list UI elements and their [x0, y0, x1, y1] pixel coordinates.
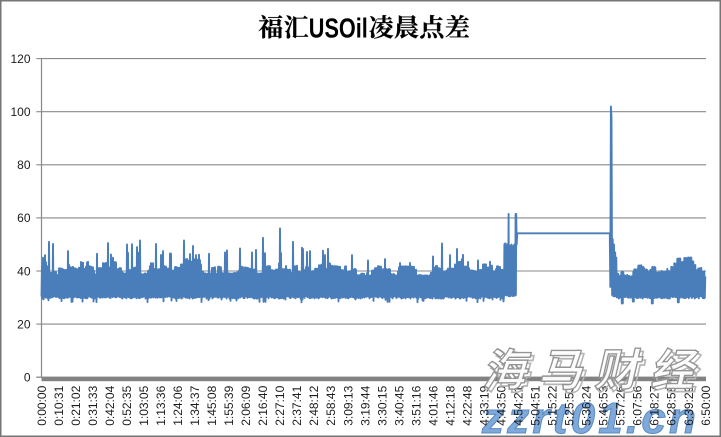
svg-text:6:18:27: 6:18:27: [648, 385, 662, 425]
svg-text:6:39:29: 6:39:29: [682, 385, 696, 425]
svg-text:2:37:41: 2:37:41: [290, 385, 304, 425]
svg-text:1:13:36: 1:13:36: [154, 385, 168, 425]
svg-text:3:51:16: 3:51:16: [409, 385, 423, 425]
svg-text:2:27:10: 2:27:10: [273, 385, 287, 425]
svg-text:5:15:22: 5:15:22: [546, 385, 560, 425]
svg-text:40: 40: [17, 264, 31, 278]
svg-text:3:40:45: 3:40:45: [392, 385, 406, 425]
svg-text:120: 120: [10, 52, 30, 66]
svg-text:3:19:44: 3:19:44: [358, 385, 372, 425]
svg-text:2:48:12: 2:48:12: [307, 385, 321, 425]
svg-text:2:06:09: 2:06:09: [239, 385, 253, 425]
svg-text:0: 0: [24, 371, 31, 385]
svg-text:5:04:51: 5:04:51: [529, 385, 543, 425]
svg-text:0:42:04: 0:42:04: [103, 385, 117, 425]
svg-text:0:21:02: 0:21:02: [69, 385, 83, 425]
svg-text:80: 80: [17, 158, 31, 172]
svg-text:0:31:33: 0:31:33: [86, 385, 100, 425]
svg-text:6:50:00: 6:50:00: [699, 385, 713, 425]
svg-text:0:10:31: 0:10:31: [52, 385, 66, 425]
svg-text:5:57:26: 5:57:26: [614, 385, 628, 425]
svg-text:3:30:15: 3:30:15: [375, 385, 389, 425]
svg-text:6:28:58: 6:28:58: [665, 385, 679, 425]
svg-text:1:24:06: 1:24:06: [171, 385, 185, 425]
svg-text:0:52:35: 0:52:35: [120, 385, 134, 425]
svg-text:100: 100: [10, 105, 30, 119]
svg-text:1:45:08: 1:45:08: [205, 385, 219, 425]
svg-text:1:55:39: 1:55:39: [222, 385, 236, 425]
svg-text:4:01:46: 4:01:46: [426, 385, 440, 425]
svg-text:60: 60: [17, 211, 31, 225]
svg-text:2:58:43: 2:58:43: [324, 385, 338, 425]
svg-text:1:03:05: 1:03:05: [137, 385, 151, 425]
svg-text:0:00:00: 0:00:00: [35, 385, 49, 425]
svg-text:5:36:24: 5:36:24: [580, 385, 594, 425]
svg-text:4:22:48: 4:22:48: [460, 385, 474, 425]
svg-text:20: 20: [17, 317, 31, 331]
svg-text:5:46:53: 5:46:53: [597, 385, 611, 425]
svg-text:4:33:19: 4:33:19: [478, 385, 492, 425]
svg-text:6:07:56: 6:07:56: [631, 385, 645, 425]
svg-text:zzrt01.cn: zzrt01.cn: [481, 394, 699, 437]
svg-text:4:12:18: 4:12:18: [443, 385, 457, 425]
svg-text:4:43:50: 4:43:50: [495, 385, 509, 425]
svg-text:4:54:21: 4:54:21: [512, 385, 526, 425]
svg-text:2:16:40: 2:16:40: [256, 385, 270, 425]
svg-text:5:25:53: 5:25:53: [563, 385, 577, 425]
svg-text:1:34:37: 1:34:37: [188, 385, 202, 425]
svg-text:USOil: USOil: [309, 12, 368, 43]
svg-text:3:09:13: 3:09:13: [341, 385, 355, 425]
